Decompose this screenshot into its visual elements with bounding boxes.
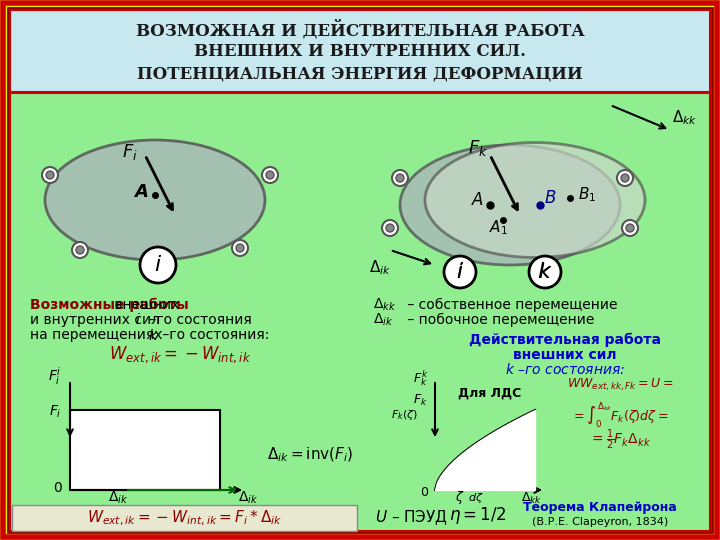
Text: $k$: $k$: [148, 327, 158, 342]
Text: $i$: $i$: [153, 253, 163, 277]
Circle shape: [46, 171, 54, 179]
Circle shape: [76, 246, 84, 254]
Text: $\Delta_{ik} = \mathrm{inv}(F_i)$: $\Delta_{ik} = \mathrm{inv}(F_i)$: [266, 446, 354, 464]
Text: $F_i$: $F_i$: [50, 404, 62, 420]
Text: $\Delta_{kk}$: $\Delta_{kk}$: [373, 297, 396, 313]
Text: $\Delta_{ik}$: $\Delta_{ik}$: [108, 490, 128, 506]
Text: –го состояния: –го состояния: [145, 313, 252, 327]
Text: $= \int_0^{\Delta_{kk}} F_k(\zeta) d\zeta =$: $= \int_0^{\Delta_{kk}} F_k(\zeta) d\zet…: [572, 400, 669, 430]
Text: Теорема Клапейрона: Теорема Клапейрона: [523, 502, 677, 515]
Circle shape: [42, 167, 58, 183]
Ellipse shape: [425, 143, 645, 258]
Text: B: B: [545, 189, 557, 207]
Text: внешних сил: внешних сил: [513, 348, 617, 362]
Text: A: A: [472, 191, 483, 209]
Circle shape: [529, 256, 561, 288]
Text: (В.Р.Е. Clapeyron, 1834): (В.Р.Е. Clapeyron, 1834): [532, 517, 668, 527]
Text: $i$: $i$: [456, 262, 464, 282]
Text: $F_k(\zeta)$: $F_k(\zeta)$: [391, 408, 418, 422]
Circle shape: [392, 170, 408, 186]
Circle shape: [262, 167, 278, 183]
Text: $= \frac{1}{2} F_k \Delta_{kk}$: $= \frac{1}{2} F_k \Delta_{kk}$: [589, 428, 651, 452]
Circle shape: [386, 224, 394, 232]
Circle shape: [140, 247, 176, 283]
Text: $B_1$: $B_1$: [578, 186, 596, 204]
Text: $W_{ext,ik} = -W_{int,ik}$: $W_{ext,ik} = -W_{int,ik}$: [109, 345, 251, 365]
Text: $k$: $k$: [537, 262, 553, 282]
Circle shape: [236, 244, 244, 252]
Text: ПОТЕНЦИАЛЬНАЯ ЭНЕРГИЯ ДЕФОРМАЦИИ: ПОТЕНЦИАЛЬНАЯ ЭНЕРГИЯ ДЕФОРМАЦИИ: [137, 65, 583, 83]
Text: $\Delta_{ik}$: $\Delta_{ik}$: [373, 312, 393, 328]
Text: $k$: $k$: [538, 262, 552, 281]
Circle shape: [396, 174, 404, 182]
Text: 0: 0: [420, 485, 428, 498]
Circle shape: [622, 220, 638, 236]
Circle shape: [621, 174, 629, 182]
Text: $i$: $i$: [456, 262, 464, 281]
Text: $i$: $i$: [135, 313, 141, 327]
Text: $\zeta$: $\zeta$: [455, 489, 464, 507]
Text: $k$ –го состояния:: $k$ –го состояния:: [505, 362, 625, 377]
Text: $\eta = 1/2$: $\eta = 1/2$: [449, 504, 507, 525]
Text: на перемещениях: на перемещениях: [30, 328, 167, 342]
Ellipse shape: [45, 140, 265, 260]
Text: ВОЗМОЖНАЯ И ДЕЙСТВИТЕЛЬНАЯ РАБОТА: ВОЗМОЖНАЯ И ДЕЙСТВИТЕЛЬНАЯ РАБОТА: [135, 20, 585, 40]
FancyBboxPatch shape: [12, 505, 357, 531]
Text: и внутренних сил: и внутренних сил: [30, 313, 164, 327]
Text: $WW_{ext,kk,Fk} = U =$: $WW_{ext,kk,Fk} = U =$: [567, 377, 673, 393]
Text: $\Delta_{kk}$: $\Delta_{kk}$: [521, 490, 543, 505]
Circle shape: [232, 240, 248, 256]
FancyBboxPatch shape: [70, 410, 220, 490]
Text: $\Delta_{ik}$: $\Delta_{ik}$: [238, 490, 258, 506]
Text: Возможные работы: Возможные работы: [30, 298, 189, 312]
Text: $\Delta_{ik}$: $\Delta_{ik}$: [369, 259, 391, 278]
Text: $F_i$: $F_i$: [122, 142, 138, 162]
Text: Для ЛДС: Для ЛДС: [459, 387, 521, 400]
Text: A: A: [134, 183, 148, 201]
Text: ВНЕШНИХ И ВНУТРЕННИХ СИЛ.: ВНЕШНИХ И ВНУТРЕННИХ СИЛ.: [194, 44, 526, 60]
Text: Действительная работа: Действительная работа: [469, 333, 661, 347]
Text: $F_i^i$: $F_i^i$: [48, 365, 62, 387]
Text: – побочное перемещение: – побочное перемещение: [403, 313, 595, 327]
Circle shape: [72, 242, 88, 258]
FancyBboxPatch shape: [3, 3, 717, 537]
Text: $U$ – ПЭУД: $U$ – ПЭУД: [375, 509, 448, 527]
Circle shape: [266, 171, 274, 179]
Text: внешних: внешних: [110, 298, 179, 312]
Circle shape: [382, 220, 398, 236]
Text: $\Delta_{kk}$: $\Delta_{kk}$: [672, 109, 697, 127]
Text: $A_1$: $A_1$: [488, 219, 508, 238]
Text: $F_k$: $F_k$: [413, 393, 428, 408]
Circle shape: [617, 170, 633, 186]
Text: –го состояния:: –го состояния:: [158, 328, 269, 342]
Text: $F_k^k$: $F_k^k$: [413, 368, 428, 388]
Text: 0: 0: [53, 481, 62, 495]
FancyBboxPatch shape: [10, 10, 710, 92]
Circle shape: [444, 256, 476, 288]
Ellipse shape: [400, 145, 620, 265]
Text: $W_{ext,ik} = -W_{int,ik} = F_i * \Delta_{ik}$: $W_{ext,ik} = -W_{int,ik} = F_i * \Delta…: [87, 508, 283, 528]
Text: $i$: $i$: [154, 255, 162, 275]
FancyBboxPatch shape: [10, 93, 710, 531]
Circle shape: [626, 224, 634, 232]
Text: $d\zeta$: $d\zeta$: [468, 491, 484, 505]
Text: $F_k$: $F_k$: [468, 138, 488, 158]
Text: – собственное перемещение: – собственное перемещение: [403, 298, 618, 312]
